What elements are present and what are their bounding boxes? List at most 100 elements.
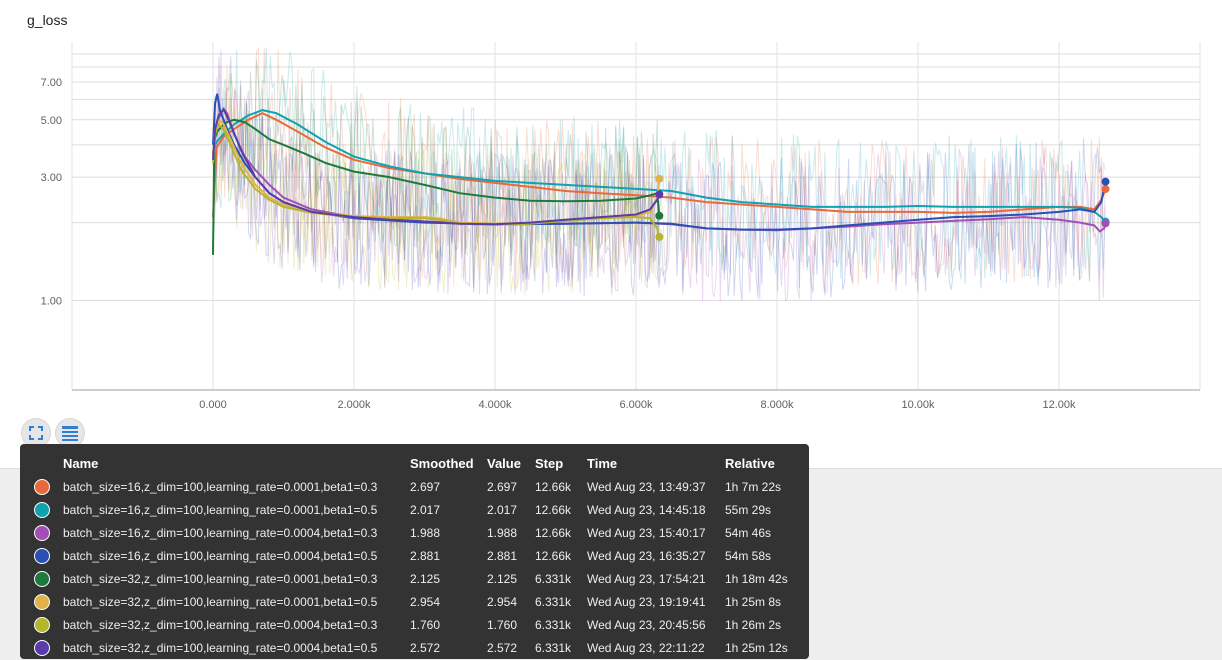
cell-smoothed: 2.125	[410, 571, 441, 586]
x-tick-label: 12.00k	[1042, 399, 1076, 411]
cell-value: 2.881	[487, 548, 518, 563]
series-layer	[212, 93, 1107, 255]
series-swatch-cell	[20, 590, 63, 613]
cell-value: 1.988	[487, 525, 518, 540]
cell-step: 6.331k	[535, 640, 572, 655]
chart-title: g_loss	[27, 12, 68, 28]
cell-step: 12.66k	[535, 502, 572, 517]
series-color-swatch	[34, 570, 50, 587]
tooltip-row: batch_size=32,z_dim=100,learning_rate=0.…	[20, 613, 809, 636]
series-swatch-cell	[20, 567, 63, 590]
x-tick-label: 0.000	[199, 399, 227, 411]
tooltip-row: batch_size=16,z_dim=100,learning_rate=0.…	[20, 544, 809, 567]
cell-value: 2.954	[487, 594, 518, 609]
series-end-marker	[655, 232, 664, 241]
series-color-swatch	[34, 639, 50, 656]
series-line	[212, 109, 1107, 223]
x-tick-label: 2.000k	[337, 399, 371, 411]
marker-layer	[655, 174, 1110, 241]
cell-time: Wed Aug 23, 14:45:18	[587, 502, 706, 517]
cell-value: 2.125	[487, 571, 518, 586]
series-color-swatch	[34, 593, 50, 610]
tooltip-row: batch_size=16,z_dim=100,learning_rate=0.…	[20, 521, 809, 544]
series-end-marker	[1101, 185, 1110, 194]
raw-series-line	[212, 64, 660, 290]
cell-value: 2.017	[487, 502, 518, 517]
series-end-marker	[655, 174, 664, 183]
cell-smoothed: 2.572	[410, 640, 441, 655]
cell-relative: 1h 25m 8s	[725, 594, 782, 609]
cell-relative: 54m 58s	[725, 548, 772, 563]
cell-time: Wed Aug 23, 17:54:21	[587, 571, 706, 586]
raw-series-line	[212, 59, 660, 274]
cell-name: batch_size=32,z_dim=100,learning_rate=0.…	[63, 571, 378, 586]
cell-time: Wed Aug 23, 13:49:37	[587, 479, 706, 494]
cell-name: batch_size=32,z_dim=100,learning_rate=0.…	[63, 617, 378, 632]
tooltip-row: batch_size=32,z_dim=100,learning_rate=0.…	[20, 636, 809, 659]
series-color-swatch	[34, 616, 50, 633]
cell-relative: 1h 18m 42s	[725, 571, 788, 586]
raw-series-line	[212, 92, 660, 296]
cell-time: Wed Aug 23, 19:19:41	[587, 594, 706, 609]
cell-relative: 1h 25m 12s	[725, 640, 788, 655]
series-line	[212, 107, 661, 226]
cell-name: batch_size=16,z_dim=100,learning_rate=0.…	[63, 548, 378, 563]
x-tick-label: 10.00k	[901, 399, 935, 411]
tooltip-row: batch_size=32,z_dim=100,learning_rate=0.…	[20, 590, 809, 613]
grid-layer	[71, 42, 1201, 391]
cell-time: Wed Aug 23, 16:35:27	[587, 548, 706, 563]
y-tick-label: 3.00	[41, 172, 62, 184]
raw-series-line	[212, 47, 1106, 282]
cell-name: batch_size=32,z_dim=100,learning_rate=0.…	[63, 594, 378, 609]
series-color-swatch	[34, 547, 50, 564]
loss-chart: 1.00 3.00 5.00 7.00 0.000 2.000k 4.000k 6.000k 8…	[41, 42, 1201, 411]
header-value: Value	[487, 456, 521, 471]
raw-series-line	[212, 49, 1106, 302]
raw-noise-layer	[212, 47, 1106, 302]
cell-relative: 1h 7m 22s	[725, 479, 782, 494]
series-end-marker	[655, 190, 664, 199]
cell-relative: 54m 46s	[725, 525, 772, 540]
x-tick-label: 8.000k	[760, 399, 794, 411]
series-swatch-cell	[20, 636, 63, 659]
series-end-marker	[1101, 177, 1110, 186]
series-line	[212, 118, 661, 255]
series-end-marker	[1101, 219, 1110, 228]
tick-layer: 1.00 3.00 5.00 7.00 0.000 2.000k 4.000k 6.000k 8…	[41, 77, 1076, 411]
series-line	[212, 112, 1107, 218]
series-swatch-cell	[20, 613, 63, 636]
header-time: Time	[587, 456, 618, 471]
cell-value: 2.697	[487, 479, 518, 494]
list-icon	[62, 426, 78, 441]
cell-step: 12.66k	[535, 525, 572, 540]
cell-name: batch_size=32,z_dim=100,learning_rate=0.…	[63, 640, 378, 655]
cell-step: 12.66k	[535, 548, 572, 563]
cell-time: Wed Aug 23, 20:45:56	[587, 617, 706, 632]
x-tick-label: 6.000k	[619, 399, 653, 411]
tooltip-header-row: Name Smoothed Value Step Time Relative	[20, 452, 809, 475]
cell-value: 1.760	[487, 617, 518, 632]
header-name: Name	[63, 456, 99, 471]
header-relative: Relative	[725, 456, 775, 471]
series-end-marker	[655, 211, 664, 220]
fullscreen-icon	[29, 426, 43, 440]
cell-name: batch_size=16,z_dim=100,learning_rate=0.…	[63, 525, 378, 540]
cell-name: batch_size=16,z_dim=100,learning_rate=0.…	[63, 502, 378, 517]
y-tick-label: 5.00	[41, 115, 62, 127]
cell-time: Wed Aug 23, 15:40:17	[587, 525, 706, 540]
cell-name: batch_size=16,z_dim=100,learning_rate=0.…	[63, 479, 378, 494]
tooltip-table: Name Smoothed Value Step Time Relative b…	[20, 452, 809, 659]
tooltip-row: batch_size=16,z_dim=100,learning_rate=0.…	[20, 475, 809, 498]
header-step: Step	[535, 456, 564, 471]
cell-step: 6.331k	[535, 571, 572, 586]
cell-smoothed: 2.881	[410, 548, 441, 563]
series-line	[212, 93, 1107, 231]
series-swatch-cell	[20, 544, 63, 567]
cell-value: 2.572	[487, 640, 518, 655]
series-swatch-cell	[20, 475, 63, 498]
series-swatch-cell	[20, 521, 63, 544]
tooltip-row: batch_size=32,z_dim=100,learning_rate=0.…	[20, 567, 809, 590]
series-swatch-cell	[20, 498, 63, 521]
series-color-swatch	[34, 501, 50, 518]
series-line	[212, 122, 661, 238]
